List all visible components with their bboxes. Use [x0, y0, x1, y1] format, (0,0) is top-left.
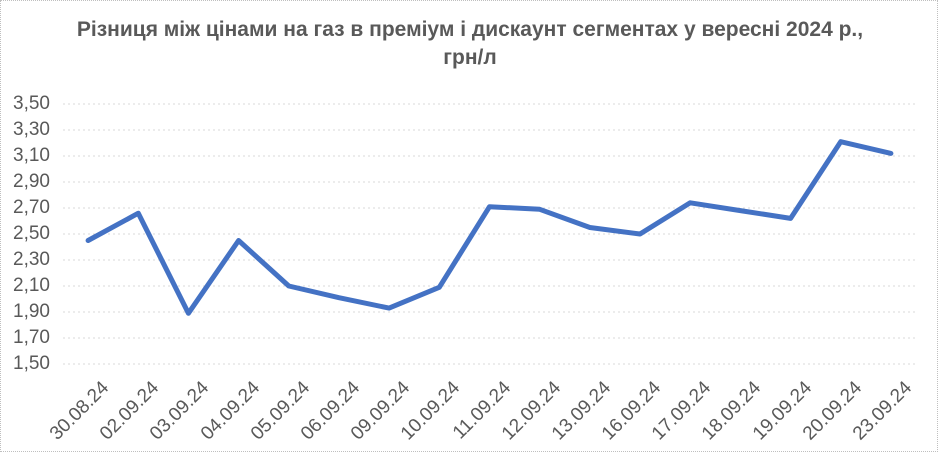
- y-tick-label: 1,70: [13, 327, 50, 348]
- y-tick-label: 1,50: [13, 353, 50, 374]
- y-tick-label: 2,10: [13, 275, 50, 296]
- data-series-line: [85, 139, 894, 316]
- y-tick-label: 2,30: [13, 249, 50, 270]
- y-tick-label: 1,90: [13, 301, 50, 322]
- chart-title: Різниця між цінами на газ в преміум і ди…: [76, 18, 864, 69]
- y-tick-label: 3,10: [13, 145, 50, 166]
- y-tick-label: 2,50: [13, 223, 50, 244]
- y-tick-label: 2,70: [13, 197, 50, 218]
- y-tick-label: 2,90: [13, 171, 50, 192]
- y-tick-label: 3,50: [13, 93, 50, 114]
- y-tick-label: 3,30: [13, 119, 50, 140]
- gridlines: [63, 103, 916, 365]
